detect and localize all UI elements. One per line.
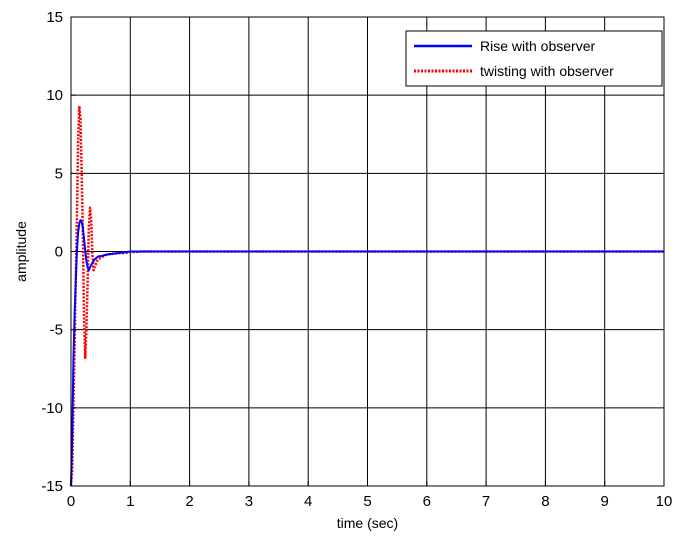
- x-tick-label: 9: [601, 493, 609, 510]
- y-tick-label: 5: [55, 165, 63, 182]
- y-tick-label: 0: [55, 244, 63, 261]
- axis-ticks: 0 1 2 3 4 5 6 7 8 9 10 -15 -10 -5 0 5 10 15: [41, 9, 672, 510]
- y-tick-label: 10: [46, 87, 63, 104]
- series-line-rise: [70, 219, 664, 487]
- y-tick-label: 15: [46, 9, 63, 26]
- y-tick-label: -15: [41, 478, 63, 495]
- legend-box: [405, 30, 663, 87]
- x-tick-label: 8: [541, 493, 549, 510]
- plot-series: [69, 104, 664, 487]
- x-tick-label: 3: [245, 493, 253, 510]
- x-tick-label: 7: [482, 493, 490, 510]
- legend: Rise with observer twisting with observe…: [405, 30, 663, 87]
- x-tick-label: 1: [126, 493, 134, 510]
- y-axis-label: amplitude: [13, 221, 29, 282]
- x-tick-label: 0: [67, 493, 75, 510]
- legend-label-twisting: twisting with observer: [480, 63, 614, 79]
- x-axis-label: time (sec): [337, 515, 398, 531]
- x-tick-label: 5: [363, 493, 371, 510]
- x-tick-label: 4: [304, 493, 312, 510]
- y-tick-label: -10: [41, 400, 63, 417]
- legend-label-rise: Rise with observer: [480, 38, 595, 54]
- x-tick-label: 10: [656, 493, 673, 510]
- x-tick-label: 2: [185, 493, 193, 510]
- x-tick-label: 6: [423, 493, 431, 510]
- y-tick-label: -5: [50, 322, 63, 339]
